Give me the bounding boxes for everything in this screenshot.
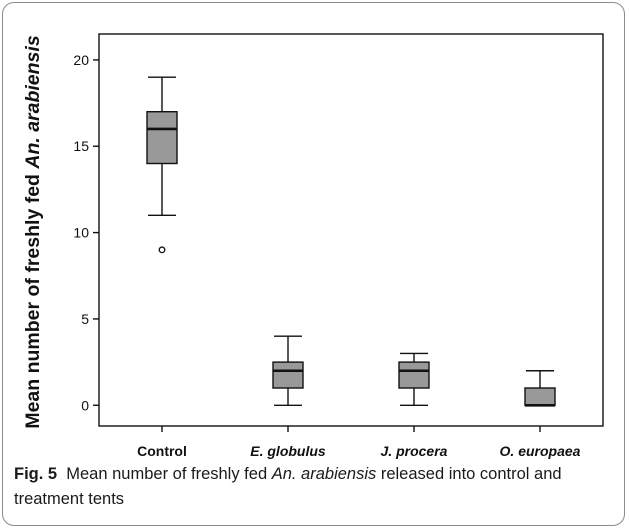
x-axis: Control E. globulus J. procera O. europaea (137, 426, 581, 459)
y-tick-label: 0 (81, 397, 89, 413)
y-tick-label: 20 (73, 52, 89, 68)
figure-number: Fig. 5 (14, 465, 58, 483)
box-3 (398, 352, 430, 406)
y-axis-title-part: An. arabiensis (22, 35, 44, 169)
x-tick-label: E. globulus (250, 443, 326, 459)
box-4 (524, 370, 556, 407)
caption-text-start: Mean number of freshly fed (66, 465, 272, 483)
box-2 (272, 335, 304, 406)
y-tick-label: 5 (81, 311, 89, 327)
box-series (146, 76, 556, 407)
x-tick-label: J. procera (381, 443, 448, 459)
x-tick-label: O. europaea (500, 443, 581, 459)
caption-text-end: released into control and treatment tent… (14, 465, 562, 508)
y-axis-title-part: Mean number of freshly fed (22, 169, 44, 429)
y-axis: 0 5 10 15 20 (73, 52, 99, 413)
box-body (398, 361, 430, 389)
box-body (146, 111, 178, 165)
box-body (524, 387, 556, 406)
y-tick-label: 10 (73, 225, 89, 241)
box-plot-chart: 0 5 10 15 20 Control E. globulus J. procera O. … (22, 33, 604, 459)
plot-area (98, 33, 604, 427)
plot-border (98, 33, 604, 427)
box-1 (146, 76, 178, 254)
box-body (272, 361, 304, 389)
figure-frame (2, 2, 625, 526)
figure-caption: Fig. 5 Mean number of freshly fed An. ar… (14, 462, 614, 512)
caption-species: An. arabiensis (271, 465, 377, 483)
y-axis-title: Mean number of freshly fed An. arabiensi… (22, 35, 44, 429)
y-tick-label: 15 (73, 138, 89, 154)
outlier-point (158, 246, 166, 254)
x-tick-label: Control (137, 443, 187, 459)
